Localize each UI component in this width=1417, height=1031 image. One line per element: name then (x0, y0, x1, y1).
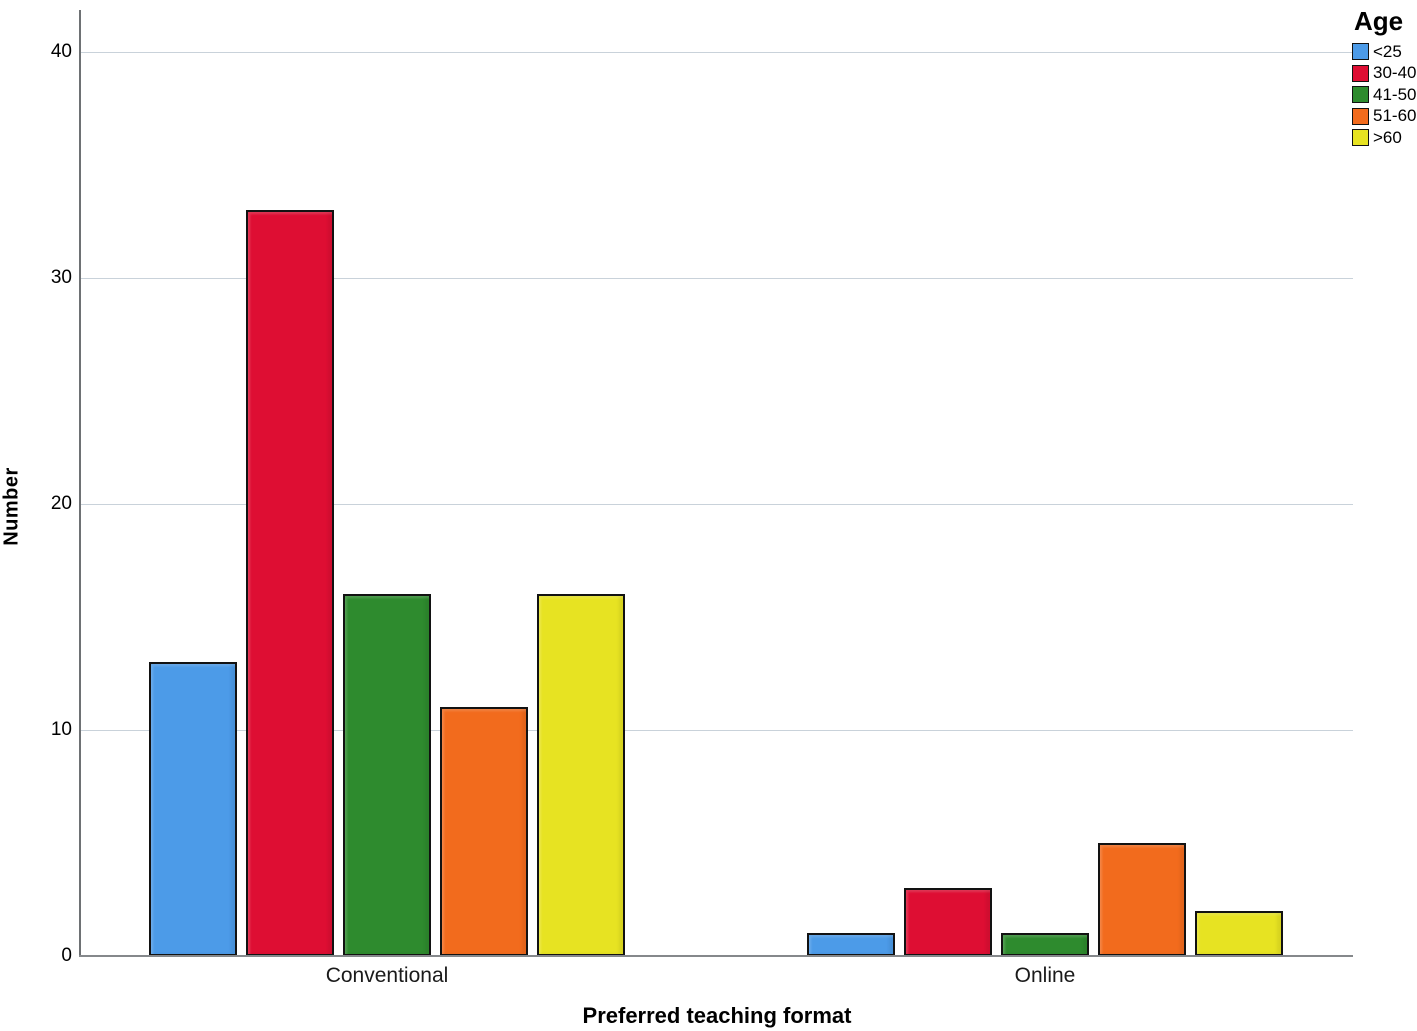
x-axis-line (79, 955, 1353, 957)
legend-items: <25 30-40 41-50 51-60 >60 (1352, 41, 1417, 147)
legend: Age <25 30-40 41-50 51-60 >60 (1352, 6, 1416, 151)
legend-item: >60 (1352, 127, 1416, 147)
y-tick-label-20: 20 (50, 493, 72, 514)
legend-item: 30-40 (1352, 63, 1417, 82)
y-axis-line (79, 10, 81, 957)
bar-conventional-age-51-60 (440, 707, 528, 956)
bar-online-age-41-50 (1001, 933, 1089, 956)
legend-swatch-icon (1352, 64, 1369, 82)
legend-item: <25 (1352, 41, 1416, 61)
gridline-y-40 (81, 52, 1353, 53)
legend-swatch-icon (1352, 107, 1369, 125)
gridline-y-30 (81, 278, 1353, 279)
y-tick-label-40: 40 (50, 41, 72, 62)
bar-conventional-age-41-50 (343, 594, 431, 956)
gridline-y-10 (81, 730, 1353, 731)
bar-conventional-age-30-40 (246, 210, 334, 956)
legend-item-label: <25 (1373, 41, 1402, 61)
bar-online-age-51-60 (1098, 843, 1186, 956)
legend-item-label: 41-50 (1373, 84, 1417, 104)
bar-online-age-gt60 (1195, 911, 1283, 956)
legend-item-label: 30-40 (1373, 63, 1417, 82)
bar-online-age-30-40 (904, 888, 992, 956)
bar-conventional-age-lt25 (149, 662, 237, 956)
legend-item: 51-60 (1352, 106, 1417, 125)
y-tick-label-10: 10 (50, 719, 72, 740)
legend-item-label: >60 (1373, 127, 1402, 147)
y-tick-label-0: 0 (61, 945, 72, 966)
legend-item: 41-50 (1352, 84, 1417, 104)
legend-title: Age (1354, 6, 1404, 36)
legend-item-label: 51-60 (1373, 106, 1417, 125)
x-category-label-conventional: Conventional (325, 964, 449, 987)
y-tick-label-30: 30 (50, 267, 72, 288)
legend-swatch-icon (1352, 43, 1369, 60)
legend-swatch-icon (1352, 86, 1369, 103)
x-axis-title: Preferred teaching format (582, 1003, 852, 1028)
y-axis-title: Number (0, 467, 23, 546)
legend-swatch-icon (1352, 129, 1369, 146)
x-category-label-online: Online (1014, 964, 1076, 987)
bar-online-age-lt25 (807, 933, 895, 956)
bar-conventional-age-gt60 (537, 594, 625, 956)
gridline-y-20 (81, 504, 1353, 505)
